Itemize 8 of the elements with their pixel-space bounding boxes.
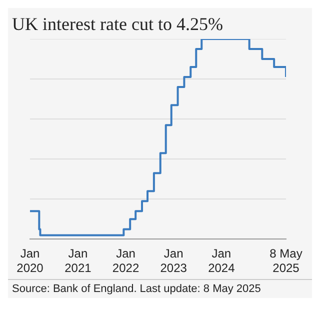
x-tick-label: Jan 2024 (208, 246, 236, 276)
x-tick-label: Jan 2023 (160, 246, 188, 276)
x-tick-label: 8 May 2025 (270, 246, 302, 276)
x-tick-label: Jan 2022 (112, 246, 140, 276)
x-tick-label: Jan 2020 (16, 246, 44, 276)
source-note: Source: Bank of England. Last update: 8 May 2025 (8, 279, 312, 298)
chart-title: UK interest rate cut to 4.25% (11, 13, 224, 36)
x-tick-label: Jan 2021 (64, 246, 92, 276)
